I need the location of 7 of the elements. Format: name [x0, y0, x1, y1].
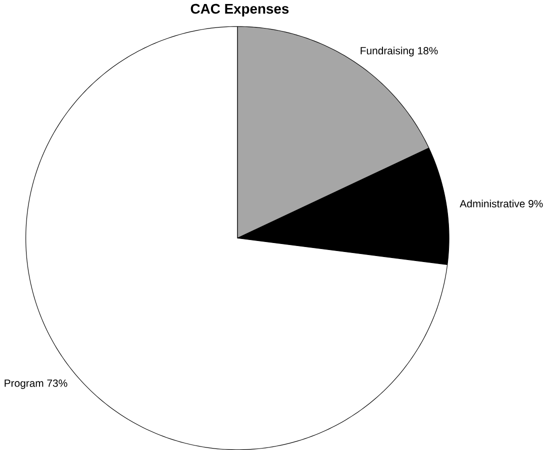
slice-label: Administrative	[460, 200, 525, 208]
chart-title: CAC Expenses	[190, 4, 289, 16]
data-label: 18%	[418, 46, 438, 54]
slice-label: Fundraising	[360, 46, 414, 56]
data-label: 9%	[528, 200, 543, 208]
data-label: 73%	[47, 379, 68, 387]
slice-label: Program	[4, 380, 44, 389]
